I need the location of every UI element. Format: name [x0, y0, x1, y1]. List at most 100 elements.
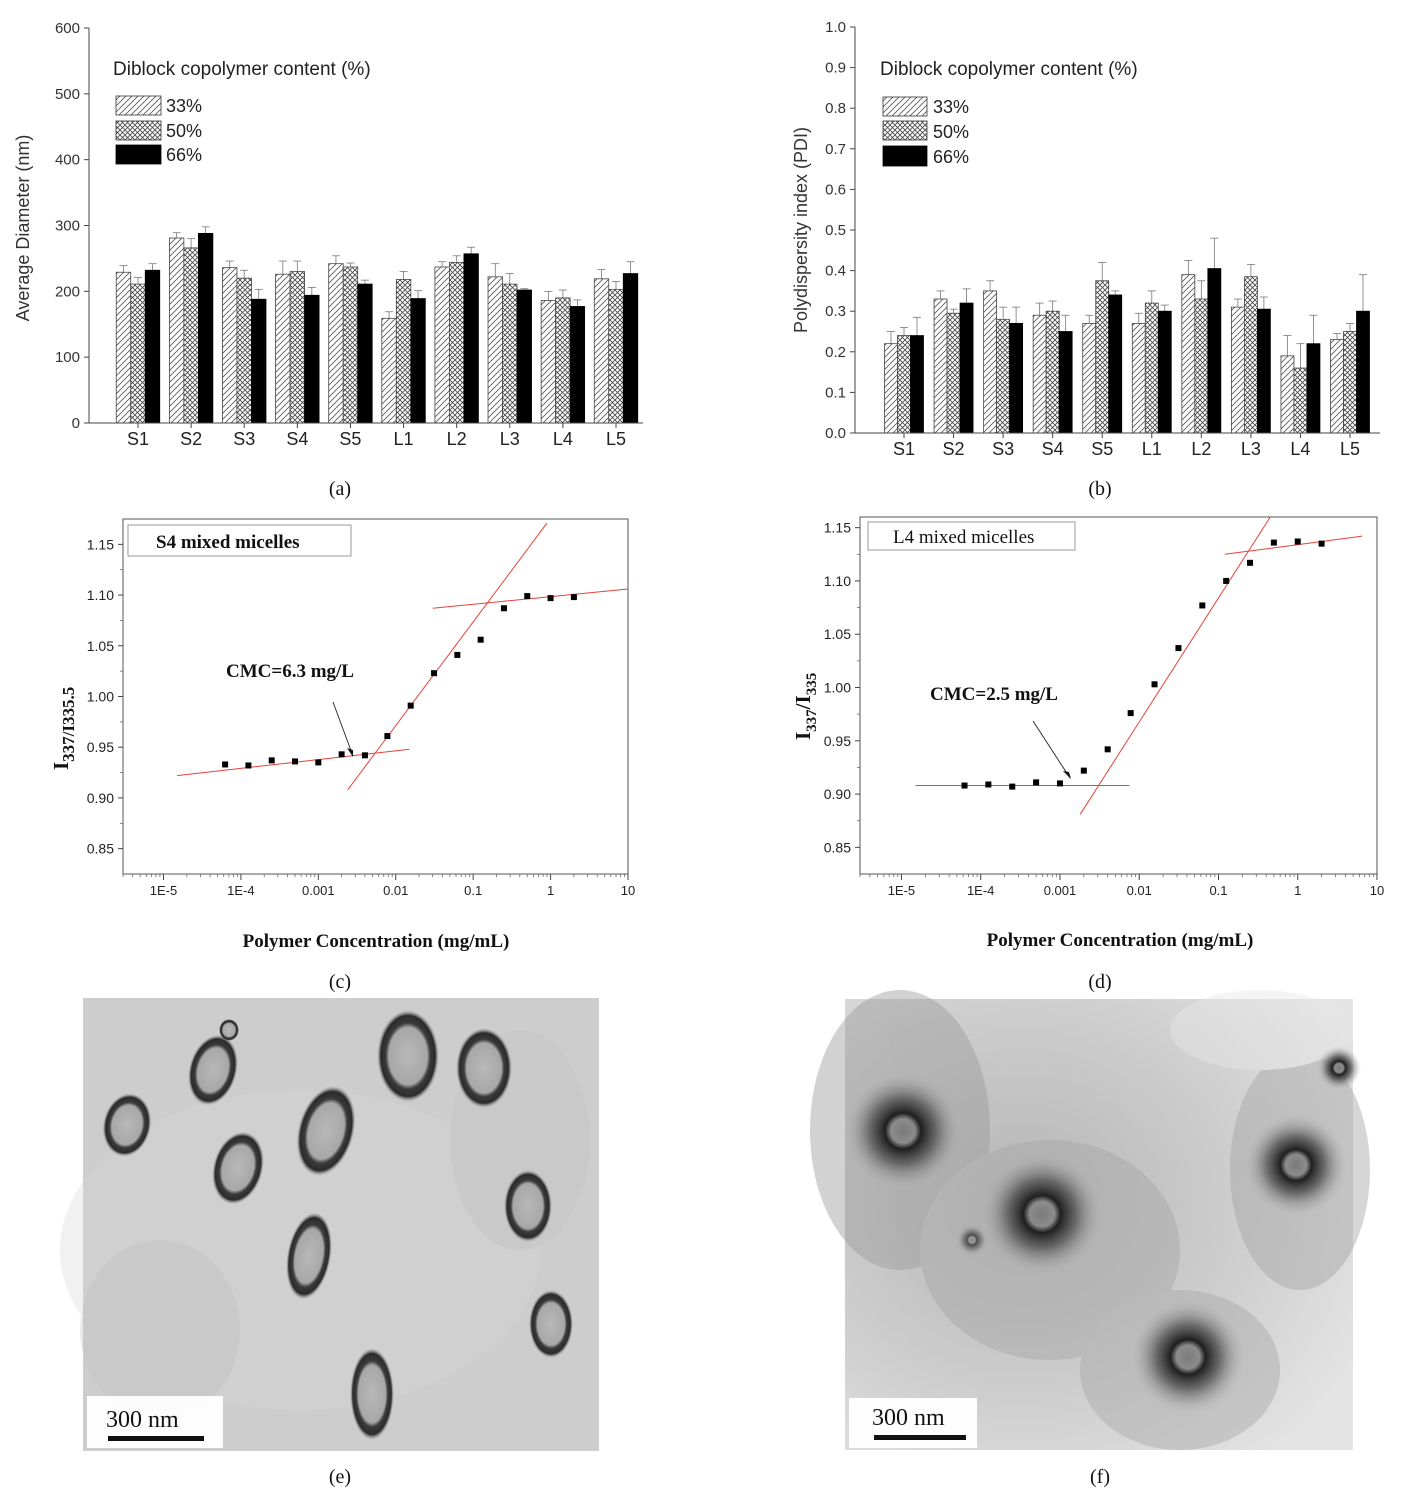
a-bar-50-L4 [555, 297, 571, 424]
b-bar-66-L4 [1306, 343, 1321, 434]
b-bar-33-S5 [1082, 322, 1097, 434]
c-y-tick-label: 0.90 [87, 790, 114, 806]
f-micelle [956, 1224, 988, 1256]
a-legend-swatch-66 [115, 144, 162, 165]
a-y-tick-label: 400 [55, 152, 80, 169]
e-vesicles [102, 1010, 573, 1440]
f-micelle [1317, 1046, 1361, 1090]
d-data-point [1080, 767, 1087, 774]
b-bar-50-S3 [996, 318, 1011, 434]
b-bar-50-S1 [897, 335, 911, 434]
b-x-tick-label: S2 [943, 439, 965, 459]
c-data-point [407, 702, 414, 709]
a-bar-50-L1 [395, 279, 412, 424]
c-data-point [245, 762, 252, 769]
b-y-tick-label: 0.2 [825, 344, 846, 361]
f-micelle [1244, 1113, 1348, 1217]
d-data-point [961, 782, 968, 789]
a-bar-66-S2 [197, 232, 214, 424]
a-bar-33-L1 [381, 317, 397, 424]
b-x-tick-label: S4 [1042, 439, 1064, 459]
a-bar-33-L4 [540, 300, 557, 424]
b-bar-33-L4 [1280, 355, 1295, 434]
a-bar-33-S3 [222, 267, 238, 424]
d-data-point [1127, 710, 1134, 717]
a-x-tick-label: L3 [500, 429, 520, 449]
d-fit-line [1224, 535, 1363, 555]
d-data-point [1175, 645, 1182, 652]
b-bar-33-L3 [1230, 306, 1245, 434]
d-title-box: L4 mixed micelles [867, 521, 1076, 551]
c-fit-line [432, 588, 629, 609]
b-legend-title: Diblock copolymer content (%) [880, 59, 1138, 80]
c-annotation-arrow [332, 701, 354, 757]
b-bar-50-S4 [1045, 310, 1060, 434]
b-bar-66-S2 [959, 302, 974, 434]
d-y-tick-label: 1.10 [824, 573, 851, 589]
b-x-tick-label: L2 [1191, 439, 1211, 459]
d-y-tick-label: 1.15 [824, 520, 851, 536]
panel-label-a: (a) [329, 478, 351, 500]
c-x-tick-label: 0.1 [464, 883, 482, 898]
b-x-tick-label: S3 [992, 439, 1014, 459]
d-x-tick-label: 1 [1294, 883, 1301, 898]
c-data-point [477, 636, 484, 643]
panel-b-bar-chart: 0.0 0.1 0.2 0.3 0.4 0.5 0.6 0.7 0.8 0.9 1.0 S1 S2 S3… [791, 19, 1380, 500]
b-bar-66-S5 [1108, 294, 1123, 434]
a-bar-33-S1 [115, 271, 132, 424]
c-plot-frame [122, 518, 629, 875]
d-points [961, 538, 1325, 790]
b-bar-33-S1 [884, 343, 898, 434]
d-data-point [1056, 780, 1063, 787]
c-y-tick-label: 1.05 [87, 638, 114, 654]
c-title: S4 mixed micelles [156, 532, 300, 553]
b-bar-33-L2 [1181, 274, 1196, 434]
d-data-point [1223, 577, 1230, 584]
e-vesicle [529, 1290, 573, 1358]
d-data-point [1009, 783, 1016, 790]
b-y-tick-label: 0.6 [825, 181, 846, 198]
e-scale-bar [108, 1436, 204, 1441]
c-fit-lines [177, 522, 629, 791]
d-x-tick-label: 1E-4 [967, 883, 994, 898]
b-bar-33-S2 [933, 298, 948, 434]
a-bar-50-L5 [608, 288, 624, 424]
b-x-axis: S1 S2 S3 S4 S5 L1 L2 L3 L4 L5 [855, 432, 1380, 459]
e-vesicle [504, 1170, 552, 1242]
e-vesicle [296, 1085, 356, 1177]
b-x-tick-label: S5 [1091, 439, 1113, 459]
b-y-axis: 0.0 0.1 0.2 0.3 0.4 0.5 0.6 0.7 0.8 0.9 1.0 [825, 19, 856, 442]
b-bar-33-S4 [1032, 314, 1047, 434]
d-x-tick-label: 10 [1370, 883, 1384, 898]
panel-a-bar-chart: 0 100 200 300 400 500 600 S1 S2 S3 S4 S5 L1 L2 L3 L4 L5… [13, 20, 643, 500]
b-bar-50-S5 [1095, 280, 1110, 434]
a-bar-33-S4 [275, 273, 291, 424]
d-data-point [1104, 746, 1111, 753]
a-y-tick-label: 200 [55, 283, 80, 300]
a-legend-swatch-33 [115, 95, 162, 116]
d-data-point [1318, 540, 1325, 547]
a-x-tick-label: L4 [553, 429, 573, 449]
d-fit-line [1079, 516, 1271, 815]
a-y-tick-label: 600 [55, 20, 80, 37]
d-annotation: CMC=2.5 mg/L [930, 684, 1058, 705]
b-bar-33-S3 [983, 290, 998, 434]
f-scale-bar [874, 1435, 966, 1440]
a-bar-33-S2 [168, 237, 185, 424]
c-y-axis-label: I337/I335.5 [49, 687, 78, 770]
b-y-tick-label: 0.8 [825, 100, 846, 117]
a-legend-swatch-50 [115, 120, 162, 141]
a-bar-66-S4 [304, 294, 320, 424]
b-legend-label-33: 33% [933, 97, 969, 117]
a-y-tick-label: 300 [55, 218, 80, 235]
b-x-tick-label: L5 [1340, 439, 1360, 459]
b-y-tick-label: 0.9 [825, 60, 846, 77]
a-x-axis: S1 S2 S3 S4 S5 L1 L2 L3 L4 L5 [89, 422, 643, 449]
a-legend-label-66: 66% [166, 145, 202, 165]
e-vesicle [350, 1348, 394, 1440]
b-y-tick-label: 0.3 [825, 303, 846, 320]
a-x-tick-label: S1 [127, 429, 149, 449]
b-legend-label-66: 66% [933, 147, 969, 167]
a-y-tick-label: 0 [72, 415, 80, 432]
b-bar-66-S3 [1009, 322, 1024, 434]
